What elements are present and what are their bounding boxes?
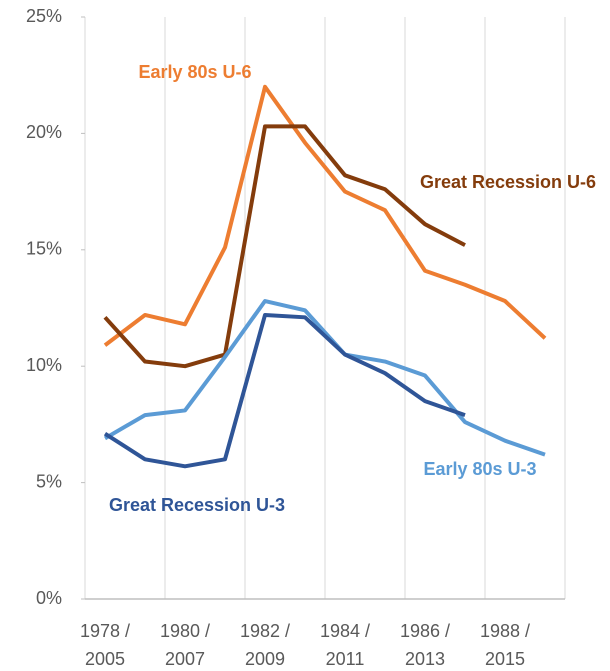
series-line	[103, 124, 466, 369]
series-line	[103, 299, 546, 457]
x-tick-label: 1988 / 2015	[479, 621, 531, 669]
series-label: Early 80s U-3	[423, 459, 536, 479]
series-label: Early 80s U-6	[138, 62, 251, 82]
series-label: Great Recession U-6	[420, 172, 596, 192]
y-tick-label: 15%	[26, 239, 62, 259]
x-tick-label: 1978 / 2005	[79, 621, 131, 669]
series-line	[103, 84, 547, 347]
x-tick-label: 1982 / 2009	[239, 621, 291, 669]
x-tick-label: 1986 / 2013	[399, 621, 451, 669]
x-tick-label: 1980 / 2007	[159, 621, 211, 669]
y-tick-label: 25%	[26, 6, 62, 26]
x-tick-label: 1984 / 2011	[319, 621, 371, 669]
y-tick-label: 0%	[36, 588, 62, 608]
series-label: Great Recession U-3	[109, 495, 285, 515]
y-tick-label: 20%	[26, 122, 62, 142]
series-line	[103, 312, 466, 469]
y-tick-label: 10%	[26, 355, 62, 375]
y-tick-label: 5%	[36, 471, 62, 491]
